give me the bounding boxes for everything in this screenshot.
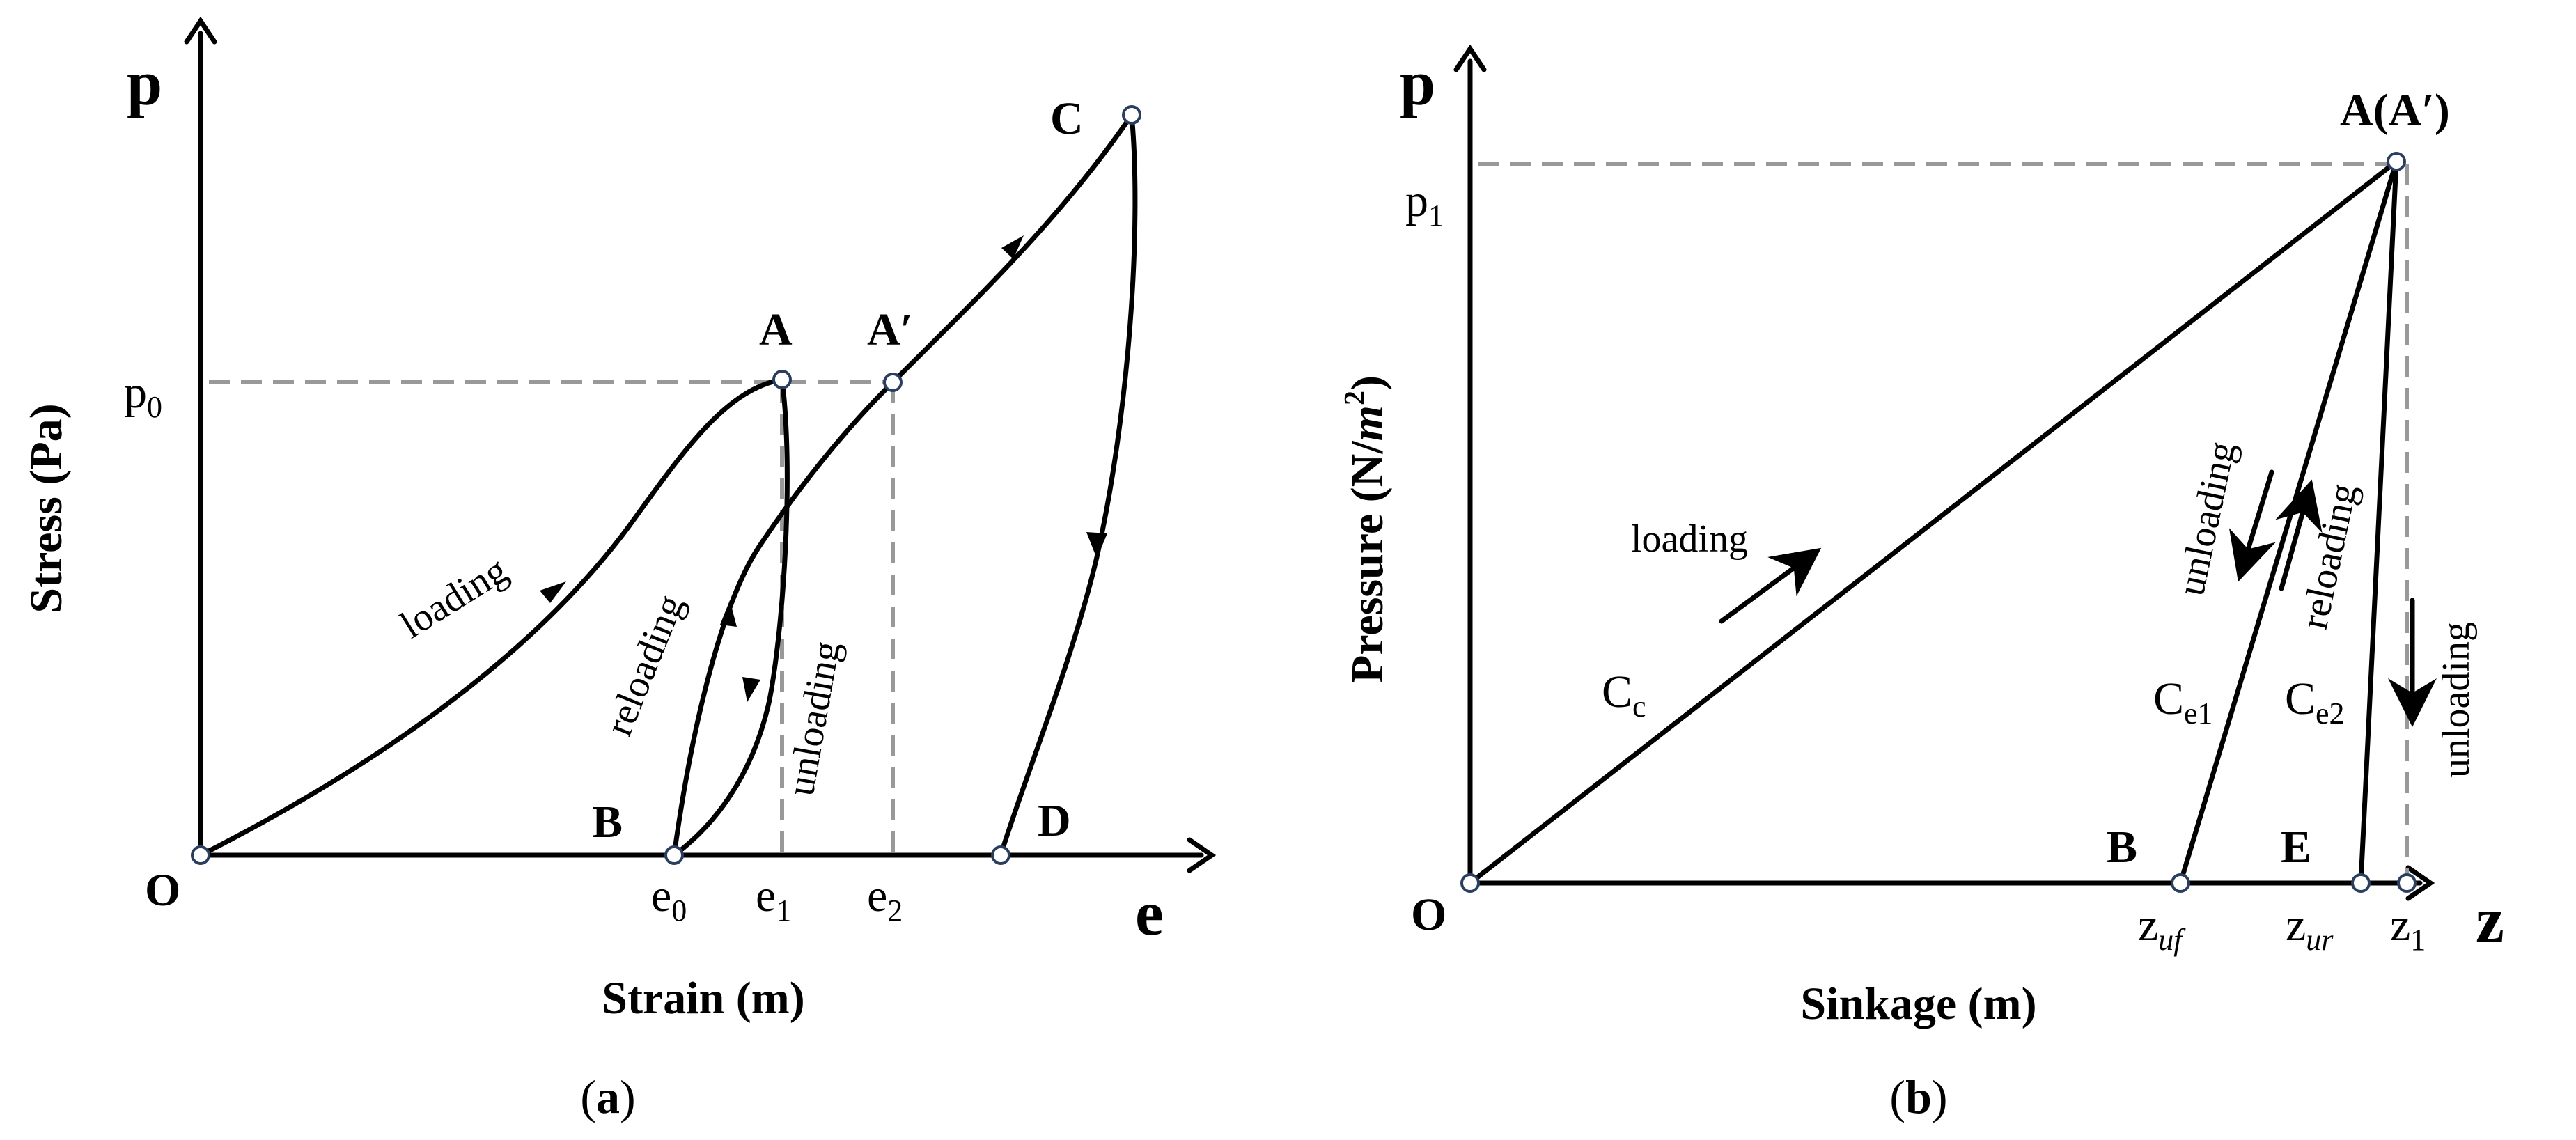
panel-a-point-a-prime bbox=[883, 373, 903, 392]
panel-a-unloading-curve-a-b bbox=[671, 377, 790, 858]
panel-a-label-c: C bbox=[1050, 93, 1084, 144]
panel-a-label-b: B bbox=[592, 797, 623, 848]
panel-a-reloading-annotation: reloading bbox=[598, 589, 693, 742]
panel-b-loading-line bbox=[1467, 159, 2399, 886]
panel-b-reloading-arrow bbox=[2275, 479, 2323, 591]
panel-a-y-axis-symbol: p bbox=[127, 47, 162, 118]
panel-a-tick-p0: p0 bbox=[124, 367, 162, 424]
panel-b-tick-zuf: zuf bbox=[2138, 900, 2186, 957]
panel-b-x-axis-title: Sinkage (m) bbox=[1800, 978, 2036, 1029]
panel-b-y-axis-symbol: p bbox=[1400, 47, 1435, 118]
panel-b-tick-zur: zur bbox=[2286, 900, 2334, 957]
panel-a-upper-loading-arrow bbox=[1001, 235, 1024, 259]
panel-b-label-cc: Cc bbox=[1602, 666, 1646, 724]
panel-a-loading-annotation: loading bbox=[393, 548, 515, 647]
panel-a-reloading-arrow bbox=[720, 600, 737, 627]
panel-b-point-b bbox=[2171, 873, 2190, 893]
panel-a-tick-e2: e2 bbox=[867, 870, 903, 928]
panel-b-x-axis-arrowhead bbox=[2405, 865, 2435, 901]
panel-b-tick-z1: z1 bbox=[2390, 900, 2426, 957]
panel-a-reloading-curve-b-a-prime bbox=[671, 380, 896, 858]
panel-b-label-a: A(A′) bbox=[2340, 85, 2450, 136]
panel-b-origin-label: O bbox=[1411, 889, 1446, 940]
panel-a-point-c bbox=[1122, 105, 1141, 125]
panel-a-origin-label: O bbox=[145, 865, 180, 916]
panel-b-loading-arrow bbox=[1719, 547, 1822, 624]
panel-a-tick-e0: e0 bbox=[651, 870, 687, 928]
panel-a-unloading-annotation: unloading bbox=[779, 638, 849, 799]
panel-b-x-axis-symbol: z bbox=[2476, 884, 2504, 955]
panel-a-tag: (a) bbox=[580, 1070, 635, 1123]
panel-b-label-e: E bbox=[2281, 822, 2311, 873]
panel-a-point-d bbox=[991, 845, 1010, 865]
panel-b-y-axis-arrowhead bbox=[1453, 44, 1487, 72]
panel-a-unloading-curve-c-d bbox=[998, 112, 1138, 858]
panel-b: p z O A(A′) B E p1 zuf zur z1 Cc Ce1 Ce2 bbox=[1339, 44, 2504, 1123]
panel-a-x-axis-title: Strain (m) bbox=[602, 973, 804, 1024]
panel-a-unloading-arrow bbox=[742, 677, 760, 702]
panel-a-label-a-prime: A′ bbox=[867, 304, 913, 355]
panel-a-loading-curve-a-prime-c bbox=[890, 112, 1134, 385]
panel-a-origin-point bbox=[191, 845, 210, 865]
panel-a-y-axis-arrowhead bbox=[184, 16, 217, 45]
panel-a-x-axis-symbol: e bbox=[1135, 877, 1164, 948]
panel-b-y-axis-title: Pressure (N/m2) bbox=[1339, 375, 1393, 683]
panel-b-reloading-line-e-a bbox=[2358, 159, 2399, 886]
panel-b-label-ce1: Ce1 bbox=[2153, 673, 2213, 731]
panel-a-tick-e1: e1 bbox=[756, 870, 791, 928]
panel-b-origin-point bbox=[1460, 873, 1480, 893]
panel-b-loading-annotation: loading bbox=[1631, 517, 1748, 561]
panel-a-loading-curve bbox=[198, 377, 785, 858]
panel-b-unloading-arrow-1 bbox=[2228, 469, 2276, 582]
panel-b-point-z1 bbox=[2397, 873, 2417, 893]
panel-a-loading-arrow bbox=[540, 581, 566, 603]
panel-b-tag: (b) bbox=[1889, 1070, 1947, 1123]
panel-a-c-d-arrow bbox=[1086, 532, 1107, 559]
panel-b-tick-p1: p1 bbox=[1405, 175, 1444, 233]
panel-a-x-axis-arrowhead bbox=[1187, 837, 1217, 873]
panel-a: p e O A A′ B C D p0 e0 e1 e2 loading rel… bbox=[21, 16, 1217, 1123]
panel-a-label-d: D bbox=[1038, 795, 1071, 846]
panel-b-point-a bbox=[2387, 152, 2406, 171]
panel-b-unloading-annotation-2: unloading bbox=[2435, 622, 2478, 778]
panel-b-point-e bbox=[2351, 873, 2371, 893]
panel-a-label-a: A bbox=[759, 304, 793, 355]
panel-a-point-a bbox=[772, 370, 792, 389]
panel-a-point-b bbox=[664, 845, 684, 865]
panel-b-unloading-annotation-1: unloading bbox=[2169, 438, 2244, 600]
panel-a-y-axis-title: Stress (Pa) bbox=[21, 403, 72, 613]
panel-b-label-b: B bbox=[2107, 822, 2137, 873]
panel-b-label-ce2: Ce2 bbox=[2285, 673, 2345, 731]
